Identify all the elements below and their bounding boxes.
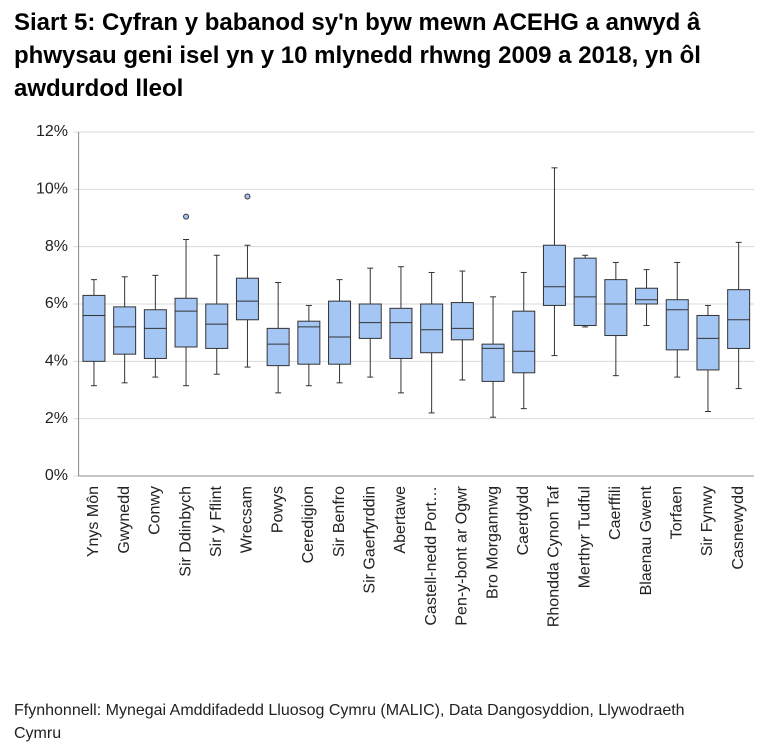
box	[727, 289, 751, 349]
box	[205, 303, 229, 349]
box	[297, 320, 321, 365]
box	[328, 300, 352, 365]
x-tick-label: Gwynedd	[116, 486, 133, 554]
outlier	[183, 213, 190, 220]
box	[389, 307, 413, 359]
x-tick-label: Sir Ddinbych	[177, 486, 194, 577]
box	[358, 303, 382, 339]
y-tick-label: 2%	[45, 410, 68, 427]
x-tick-label: Torfaen	[668, 486, 685, 539]
outlier	[244, 193, 251, 200]
box	[266, 327, 290, 367]
x-tick-label: Bro Morgannwg	[484, 486, 501, 599]
x-tick-label: Sir Benfro	[331, 486, 348, 557]
box	[113, 306, 137, 355]
y-tick-label: 12%	[36, 123, 68, 140]
y-tick-label: 10%	[36, 181, 68, 198]
x-tick-label: Abertawe	[392, 486, 409, 554]
box	[143, 309, 167, 359]
x-tick-label: Wrecsam	[239, 486, 256, 553]
x-tick-label: Sir Fynwy	[699, 486, 716, 556]
box	[573, 257, 597, 326]
source-note: Ffynhonnell: Mynegai Amddifadedd Lluosog…	[14, 702, 685, 742]
x-tick-label: Sir Gaerfyrddin	[361, 486, 378, 594]
y-tick-label: 0%	[45, 467, 68, 484]
box	[635, 287, 659, 305]
chart-title: Siart 5: Cyfran y babanod sy'n byw mewn …	[14, 9, 701, 102]
x-tick-label: Rhondda Cynon Taf	[546, 485, 563, 627]
x-tick-label: Caerdydd	[515, 486, 532, 555]
x-tick-label: Pen-y-bont ar Ogwr	[454, 485, 471, 625]
x-tick-label: Powys	[269, 486, 286, 533]
box	[512, 310, 536, 374]
box	[82, 294, 106, 362]
box	[604, 279, 628, 337]
y-tick-label: 4%	[45, 353, 68, 370]
box	[542, 244, 566, 306]
x-tick-label: Ynys Môn	[85, 486, 102, 557]
x-tick-label: Casnewydd	[730, 486, 747, 570]
x-tick-label: Caerffili	[607, 486, 624, 540]
x-tick-label: Sir y Fflint	[208, 485, 225, 557]
box	[696, 314, 720, 371]
x-tick-label: Ceredigion	[300, 486, 317, 563]
y-tick-label: 6%	[45, 295, 68, 312]
box	[420, 303, 444, 354]
box	[665, 299, 689, 351]
x-tick-label: Conwy	[147, 486, 164, 535]
x-tick-label: Merthyr Tudful	[576, 486, 593, 588]
x-tick-label: Blaenau Gwent	[638, 485, 655, 595]
x-tick-label: Castell-nedd Port…	[423, 486, 440, 626]
box	[450, 302, 474, 341]
y-tick-label: 8%	[45, 238, 68, 255]
box	[235, 277, 259, 321]
box	[481, 343, 505, 382]
box	[174, 297, 198, 348]
